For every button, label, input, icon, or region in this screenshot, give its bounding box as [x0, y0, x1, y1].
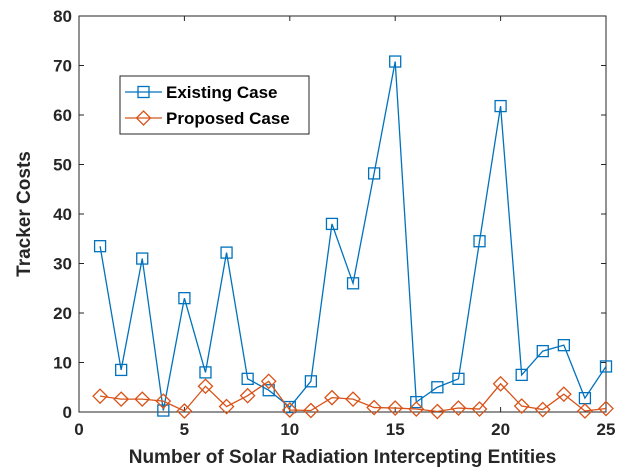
data-point-proposed-case	[408, 401, 425, 417]
y-tick-label: 0	[63, 403, 72, 422]
axis-ticks: 0 5 10 15 20 25 0 10 20 30 40 50 60 70 80	[53, 7, 615, 439]
data-point-existing-case	[410, 395, 423, 409]
data-point-proposed-case	[239, 387, 256, 404]
data-point-proposed-case	[534, 401, 551, 418]
data-point-proposed-case	[92, 388, 108, 405]
data-point-proposed-case	[513, 398, 530, 414]
x-tick-label: 10	[280, 420, 299, 439]
data-point-proposed-case	[598, 400, 614, 417]
y-tick-label: 60	[53, 106, 72, 125]
series-line-existing-case	[99, 61, 607, 411]
data-point-proposed-case	[492, 375, 509, 392]
data-point-proposed-case	[366, 399, 383, 416]
data-point-existing-case	[178, 291, 191, 305]
data-point-existing-case	[325, 217, 339, 231]
data-point-proposed-case	[302, 402, 319, 419]
legend-marker-existing-case	[137, 85, 150, 99]
y-tick-label: 40	[53, 205, 72, 224]
data-point-existing-case	[241, 372, 254, 385]
data-point-proposed-case	[134, 391, 151, 408]
legend-entry-proposed-case: Proposed Case	[125, 109, 290, 128]
y-axis-label: Tracker Costs	[14, 151, 35, 277]
data-point-proposed-case	[113, 391, 130, 408]
data-point-existing-case	[389, 55, 402, 68]
data-point-existing-case	[136, 252, 149, 265]
data-point-existing-case	[346, 277, 360, 290]
data-point-proposed-case	[218, 398, 235, 415]
data-point-proposed-case	[176, 403, 193, 419]
y-tick-label: 70	[53, 57, 72, 76]
data-point-existing-case	[304, 375, 318, 388]
data-point-proposed-case	[429, 403, 446, 420]
y-tick-label: 10	[53, 354, 72, 373]
x-tick-label: 25	[597, 420, 616, 439]
data-point-existing-case	[262, 384, 275, 397]
legend-box	[119, 75, 310, 135]
series-existing-case	[93, 55, 613, 417]
x-tick-label: 20	[491, 420, 510, 439]
data-point-existing-case	[599, 360, 613, 373]
series-proposed-case	[92, 373, 614, 420]
data-point-proposed-case	[471, 401, 488, 417]
data-point-existing-case	[367, 167, 381, 180]
legend: Existing Case Proposed Case	[119, 75, 310, 135]
x-tick-label: 0	[74, 420, 83, 439]
legend-entry-existing-case: Existing Case	[125, 83, 278, 102]
data-point-existing-case	[157, 404, 170, 417]
data-point-proposed-case	[197, 378, 214, 395]
legend-marker-proposed-case	[135, 110, 152, 126]
plot-area	[78, 15, 607, 413]
x-axis-label: Number of Solar Radiation Intercepting E…	[129, 447, 557, 468]
data-point-existing-case	[473, 235, 486, 248]
data-point-existing-case	[452, 372, 465, 385]
legend-label-existing-case: Existing Case	[166, 83, 278, 102]
data-point-existing-case	[220, 246, 233, 259]
data-point-proposed-case	[324, 389, 340, 406]
data-series	[92, 55, 614, 420]
data-point-existing-case	[515, 368, 528, 382]
y-tick-label: 80	[53, 7, 72, 26]
data-point-existing-case	[431, 381, 444, 394]
data-point-proposed-case	[555, 386, 572, 403]
data-point-proposed-case	[577, 403, 593, 419]
data-point-existing-case	[93, 240, 107, 253]
data-point-existing-case	[557, 339, 570, 352]
data-point-proposed-case	[260, 373, 277, 390]
data-point-proposed-case	[387, 400, 404, 416]
data-point-existing-case	[283, 400, 296, 414]
series-line-proposed-case	[99, 380, 607, 413]
y-tick-label: 20	[53, 304, 72, 323]
data-point-existing-case	[199, 366, 212, 379]
x-tick-label: 5	[180, 420, 189, 439]
data-point-existing-case	[115, 363, 128, 377]
data-point-proposed-case	[345, 391, 361, 408]
data-point-existing-case	[494, 99, 507, 113]
legend-label-proposed-case: Proposed Case	[166, 109, 290, 128]
data-point-proposed-case	[281, 402, 298, 418]
data-point-proposed-case	[450, 400, 467, 416]
data-point-proposed-case	[155, 393, 172, 410]
axes-box	[78, 15, 607, 413]
data-point-existing-case	[536, 344, 549, 358]
y-tick-label: 50	[53, 156, 72, 175]
y-tick-label: 30	[53, 255, 72, 274]
x-tick-label: 15	[386, 420, 405, 439]
